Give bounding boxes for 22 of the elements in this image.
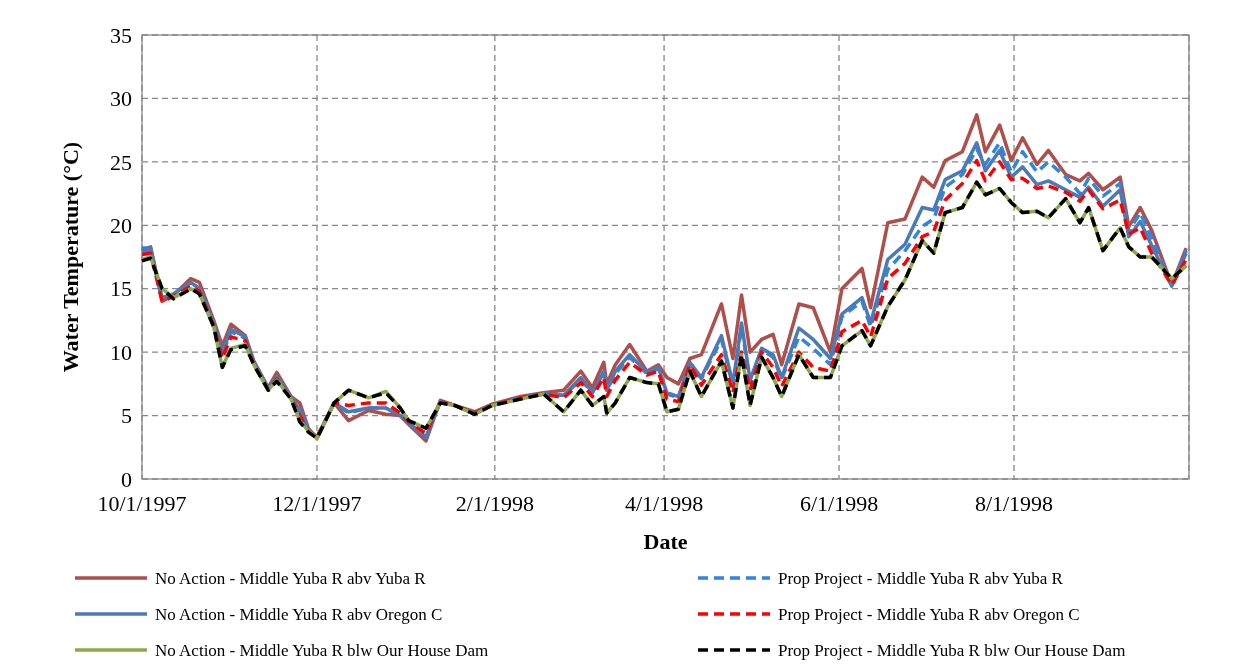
legend-label: No Action - Middle Yuba R abv Oregon C	[155, 604, 443, 624]
x-tick-label: 4/1/1998	[624, 491, 704, 516]
y-tick-label: 25	[110, 149, 132, 175]
y-tick-label: 5	[121, 403, 132, 429]
legend-label: Prop Project - Middle Yuba R abv Yuba R	[778, 568, 1064, 588]
y-tick-label: 10	[110, 339, 132, 365]
y-axis-title: Water Temperature (°C)	[58, 141, 83, 373]
x-tick-label: 2/1/1998	[455, 491, 534, 516]
x-tick-label: 6/1/1998	[799, 491, 879, 516]
legend-label: Prop Project - Middle Yuba R blw Our House Dam	[778, 640, 1126, 660]
y-tick-label: 15	[110, 276, 132, 302]
y-tick-label: 35	[110, 22, 132, 48]
x-axis-title: Date	[643, 529, 688, 554]
legend-label: Prop Project - Middle Yuba R abv Oregon C	[778, 604, 1080, 624]
y-tick-label: 0	[121, 466, 132, 492]
x-tick-label: 12/1/1997	[272, 491, 362, 516]
legend-label: No Action - Middle Yuba R abv Yuba R	[155, 568, 427, 588]
y-tick-label: 30	[110, 86, 132, 112]
x-tick-label: 10/1/1997	[97, 491, 187, 516]
y-tick-label: 20	[110, 212, 132, 238]
x-tick-label: 8/1/1998	[974, 491, 1054, 516]
legend-label: No Action - Middle Yuba R blw Our House Dam	[155, 640, 489, 660]
